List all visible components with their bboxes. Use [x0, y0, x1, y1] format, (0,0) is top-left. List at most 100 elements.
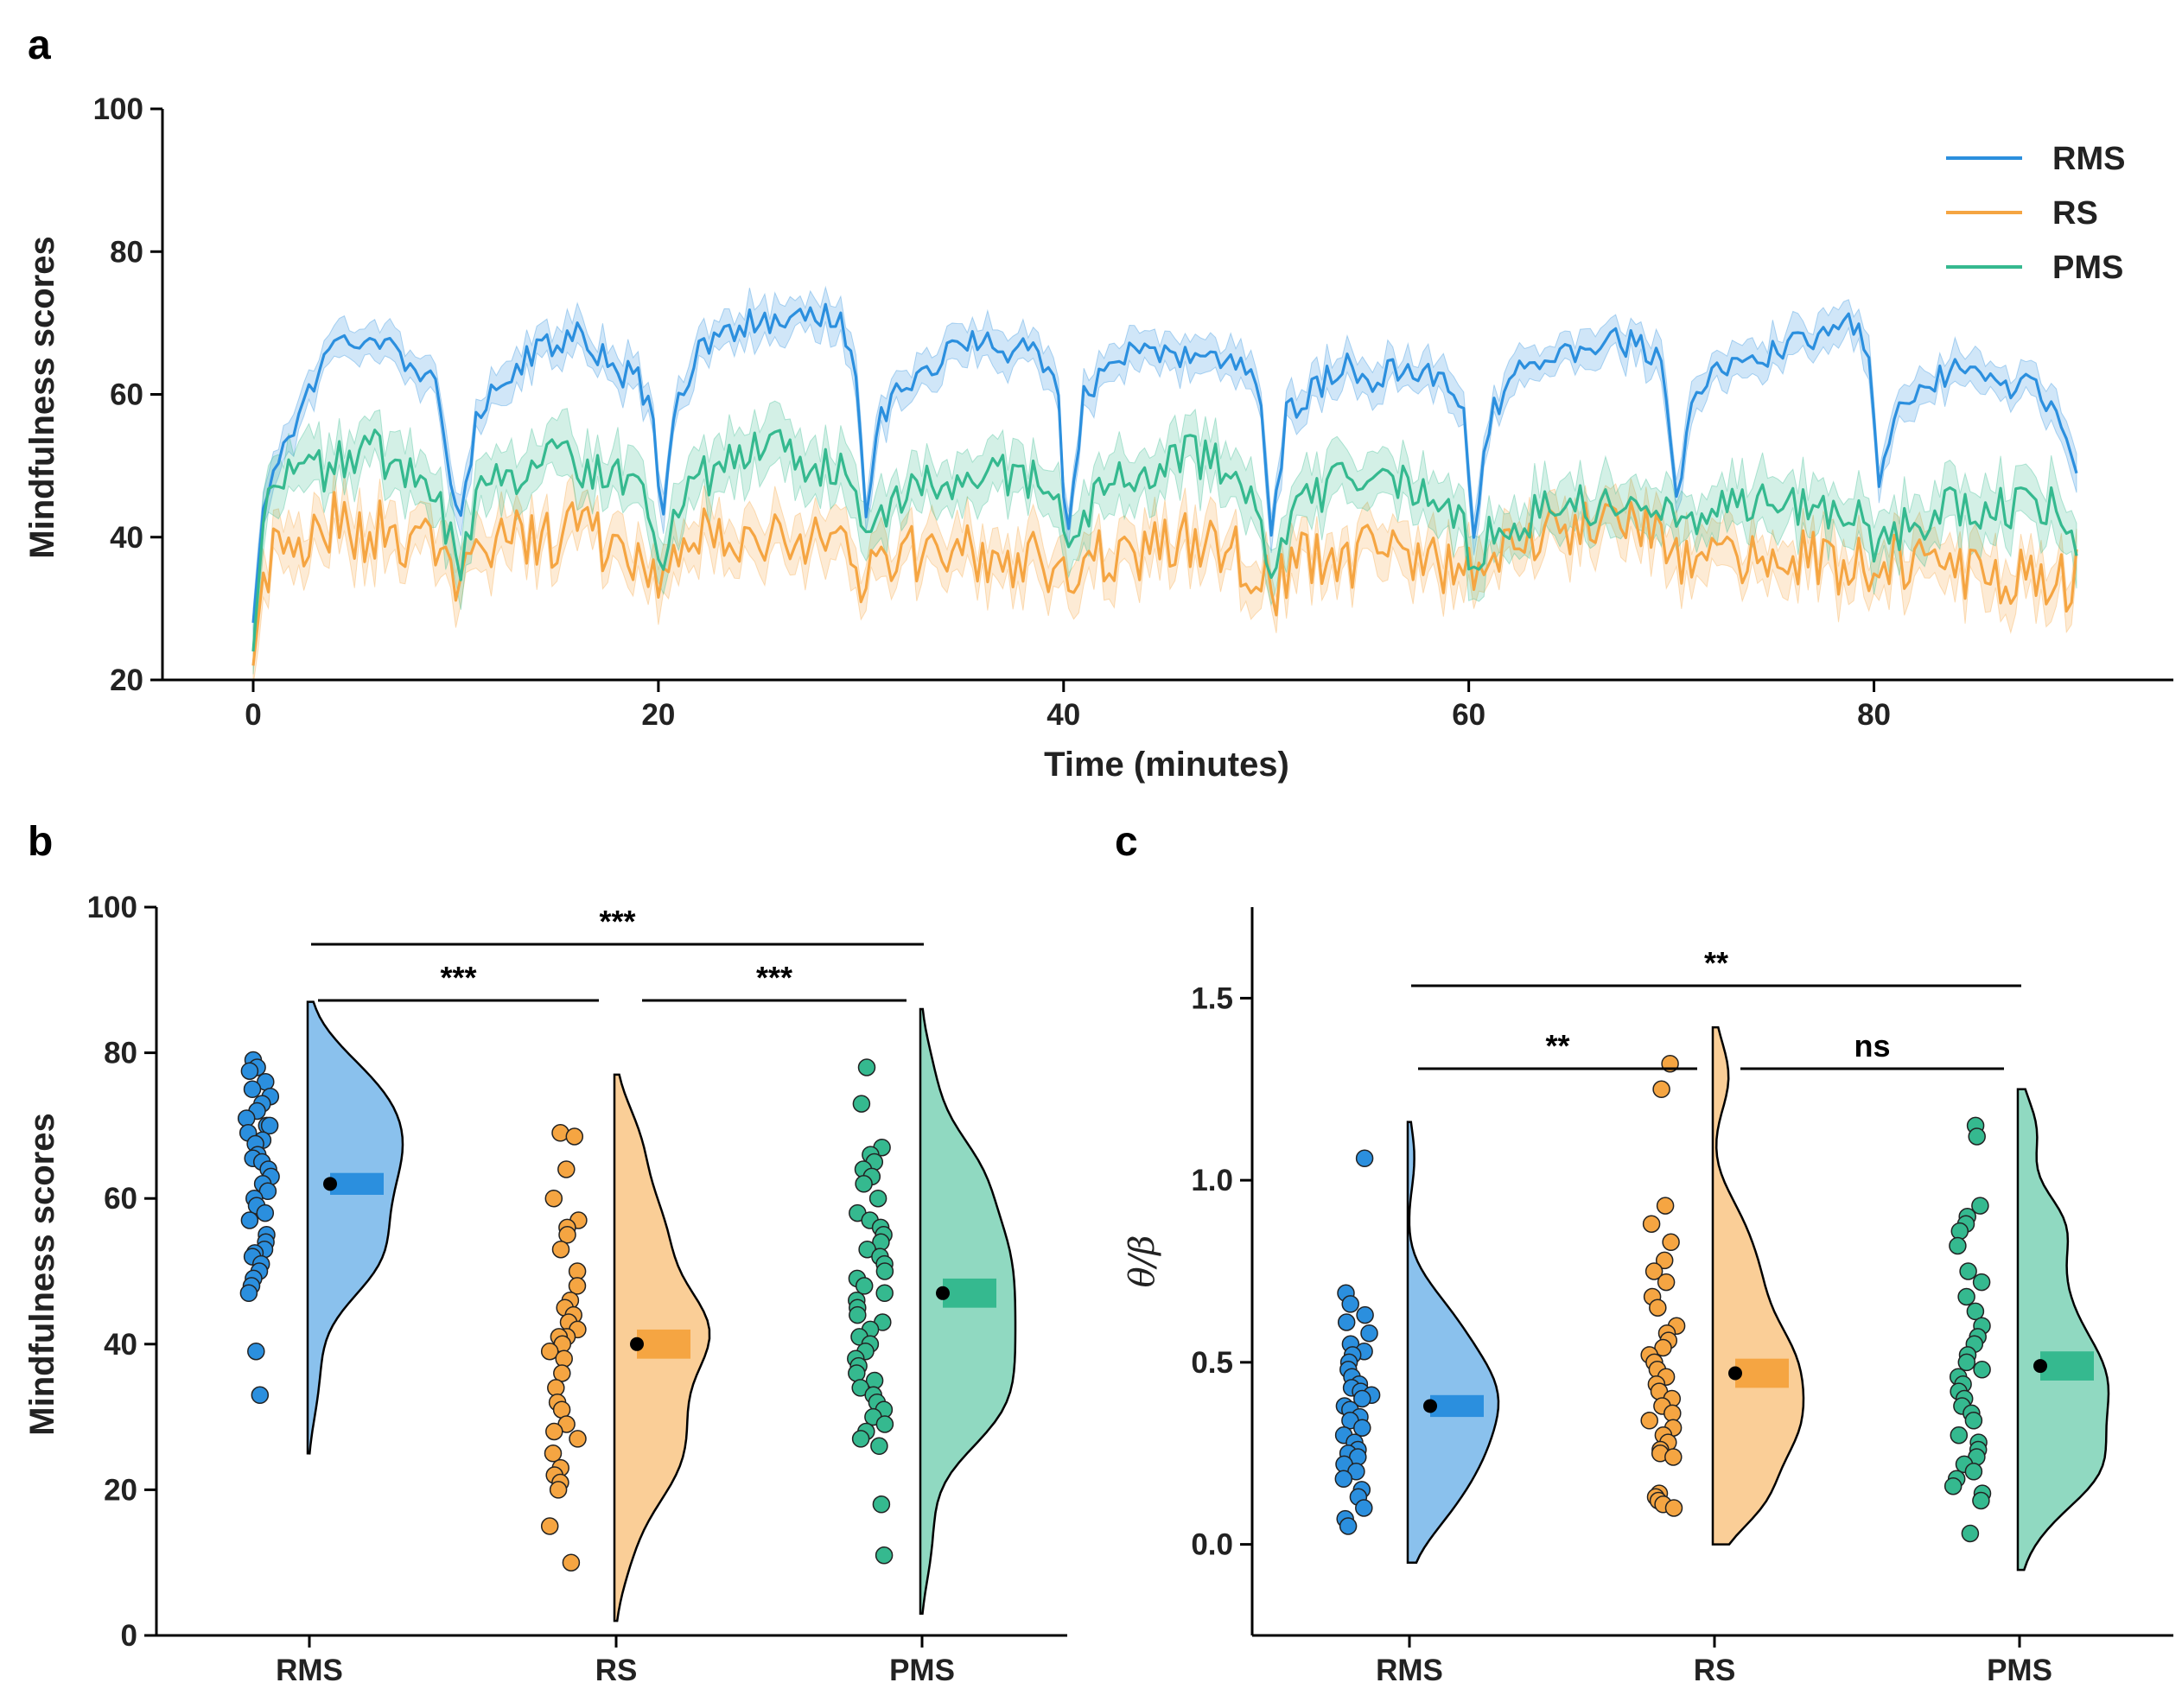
b-point-rs [547, 1379, 565, 1397]
b-point-rms [243, 1080, 262, 1099]
c-y-tick-label: 0.5 [1191, 1346, 1233, 1380]
b-point-rms [240, 1211, 259, 1229]
c-point-rs [1655, 1251, 1674, 1270]
c-point-rs [1657, 1273, 1676, 1292]
b-point-rs [558, 1226, 576, 1244]
panel-a-y-tick-label: 20 [110, 664, 143, 697]
c-point-rms [1341, 1295, 1359, 1313]
b-point-rms [251, 1386, 270, 1405]
c-point-rms [1334, 1470, 1353, 1489]
panel-label-b: b [28, 819, 53, 865]
panel-a-x-axis-label: Time (minutes) [1044, 746, 1289, 784]
b-point-rms [240, 1062, 259, 1080]
b-point-rs [553, 1364, 571, 1382]
c-violin-rms [1406, 1121, 1500, 1564]
c-sig-label: ** [1545, 1028, 1569, 1064]
b-point-pms [849, 1305, 867, 1324]
panel-a-x-tick-label: 80 [1857, 698, 1891, 732]
c-violin-pms [2016, 1088, 2110, 1571]
b-point-pms [868, 1189, 887, 1208]
c-point-pms [1973, 1361, 1991, 1379]
c-point-pms [1950, 1222, 1969, 1241]
c-point-pms [1943, 1476, 1963, 1495]
series-line-pms [251, 429, 2078, 652]
b-point-pms [875, 1415, 894, 1433]
b-violin-pms [919, 1007, 1017, 1615]
b-point-rs [545, 1422, 563, 1441]
b-point-rs [540, 1517, 559, 1535]
c-point-rms [1360, 1324, 1378, 1343]
panel-a-y-tick-label: 60 [110, 378, 143, 412]
b-point-pms [852, 1095, 871, 1113]
b-mean-dot-pms [936, 1286, 950, 1300]
c-point-rs [1664, 1499, 1683, 1517]
c-y-tick-label: 1.5 [1191, 981, 1233, 1015]
c-point-rs [1656, 1197, 1675, 1215]
c-mean-dot-rms [1423, 1399, 1437, 1413]
b-ci-box-rms [330, 1172, 384, 1195]
b-point-pms [855, 1175, 873, 1193]
b-y-tick-label: 100 [87, 891, 137, 924]
c-point-rms [1353, 1389, 1371, 1408]
c-point-rs [1649, 1298, 1667, 1317]
c-point-pms [1964, 1463, 1983, 1481]
c-violin-rs [1711, 1025, 1805, 1546]
c-point-rms [1337, 1313, 1356, 1331]
b-point-pms [848, 1364, 866, 1382]
panel-a-x-tick-label: 0 [245, 698, 261, 732]
series-line-rms [251, 302, 2078, 624]
c-point-pms [1957, 1353, 1976, 1372]
panel-label-a: a [28, 22, 51, 68]
b-point-pms [872, 1495, 891, 1514]
b-point-pms [870, 1437, 888, 1456]
series-line-rs [251, 491, 2078, 666]
c-x-tick-label-rs: RS [1694, 1654, 1736, 1687]
panel-a-line-chart: 0 20 40 60 80 20 40 60 80 100 RMS RS PMS Time (minu… [23, 92, 2173, 784]
b-y-tick-label: 40 [104, 1328, 137, 1362]
panel-a-y-axis-label: Mindfulness scores [23, 236, 61, 558]
c-point-pms [1966, 1302, 1985, 1321]
b-y-tick-label: 20 [104, 1473, 137, 1507]
panel-label-c: c [1115, 819, 1138, 865]
b-point-rms [237, 1109, 256, 1127]
b-y-tick-label: 0 [121, 1619, 137, 1653]
b-x-tick-label-rs: RS [595, 1654, 638, 1687]
c-ci-box-rs [1735, 1358, 1789, 1388]
c-x-tick-label-pms: PMS [1987, 1654, 2052, 1687]
panel-a-y-tick-label: 100 [93, 92, 143, 126]
b-point-rms [256, 1203, 275, 1222]
c-point-rms [1353, 1419, 1371, 1437]
c-point-pms [1949, 1236, 1967, 1255]
c-point-rs [1652, 1080, 1670, 1099]
b-point-pms [875, 1546, 894, 1565]
b-mean-dot-rs [630, 1337, 644, 1351]
b-point-pms [855, 1277, 874, 1295]
panel-a-x-tick-label: 40 [1046, 698, 1080, 732]
b-point-rs [555, 1349, 573, 1368]
b-violin-rms [306, 1000, 404, 1455]
panel-c-y-axis-label: θ/β [1123, 1235, 1162, 1288]
b-point-rs [557, 1160, 576, 1178]
b-sig-label: *** [599, 904, 635, 939]
c-point-pms [1961, 1524, 1980, 1543]
c-point-pms [1971, 1197, 1989, 1215]
c-y-tick-label: 0.0 [1191, 1528, 1233, 1562]
c-point-rms [1355, 1499, 1373, 1517]
c-point-rs [1664, 1448, 1683, 1466]
c-point-pms [1964, 1412, 1983, 1430]
b-point-rms [258, 1182, 277, 1201]
panel-a-x-tick-label: 60 [1452, 698, 1485, 732]
b-y-tick-label: 60 [104, 1182, 137, 1216]
c-point-rms [1356, 1305, 1374, 1324]
b-y-tick-label: 80 [104, 1037, 137, 1070]
b-sig-label: *** [756, 960, 792, 995]
series-band-pms [252, 400, 2077, 675]
b-point-rs [565, 1127, 584, 1146]
b-point-pms [875, 1262, 894, 1280]
b-point-rs [551, 1240, 570, 1259]
b-point-pms [851, 1430, 870, 1448]
b-point-rs [544, 1444, 563, 1463]
b-point-rs [549, 1481, 568, 1499]
c-point-rs [1654, 1338, 1672, 1357]
panel-b-y-axis-label: Mindfulness scores [23, 1113, 61, 1435]
